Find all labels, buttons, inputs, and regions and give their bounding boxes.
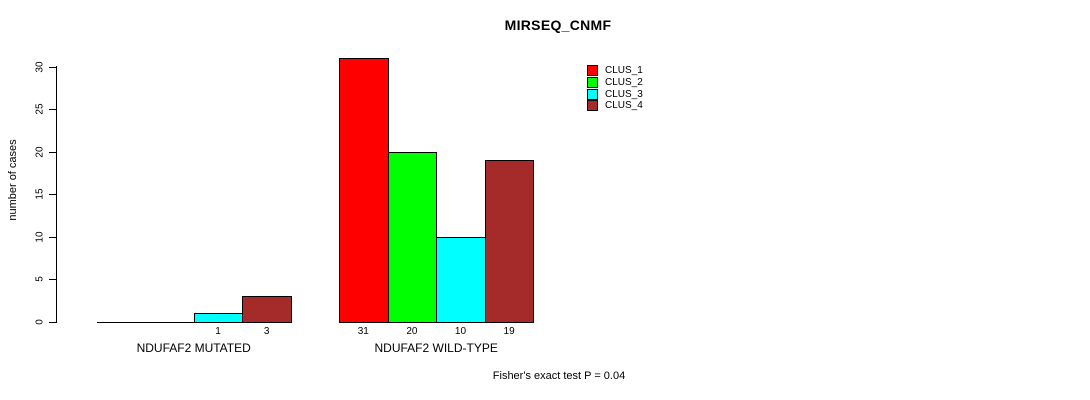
legend-swatch-clus-4 (587, 100, 598, 112)
bar-clus_1-group2 (339, 58, 389, 323)
bar-clus_3-group2 (436, 236, 486, 323)
legend-label-clus-1: CLUS_1 (605, 65, 643, 77)
y-axis-tick (49, 279, 57, 281)
legend-item-clus-4: CLUS_4 (587, 100, 643, 112)
legend-label-clus-2: CLUS_2 (605, 77, 643, 89)
bar-value-label: 31 (357, 326, 369, 337)
bar-clus_4-group2 (484, 160, 535, 323)
y-axis-tick-label: 10 (34, 231, 46, 243)
y-axis-label: number of cases (7, 139, 19, 221)
chart-title: MIRSEQ_CNMF (504, 17, 612, 33)
bar-value-label: 10 (454, 326, 467, 337)
y-axis-tick-label: 20 (34, 146, 46, 158)
legend-swatch-clus-1 (587, 65, 598, 77)
bar-value-label: 1 (215, 326, 221, 337)
legend-item-clus-3: CLUS_3 (587, 88, 643, 100)
legend: CLUS_1 CLUS_2 CLUS_3 CLUS_4 (587, 65, 643, 112)
legend-swatch-clus-3 (587, 88, 598, 100)
bar-value-label: 19 (503, 326, 515, 337)
legend-label-clus-3: CLUS_3 (605, 88, 643, 100)
legend-label-clus-4: CLUS_4 (605, 100, 643, 112)
bar-clus_2-group2 (387, 151, 438, 323)
y-axis-tick (49, 236, 57, 238)
y-axis-tick-label: 5 (34, 276, 46, 283)
bar-clus_4-group1 (242, 296, 292, 323)
legend-item-clus-2: CLUS_2 (587, 77, 643, 89)
bar-clus_3-group1 (193, 313, 244, 323)
y-axis-tick-label: 15 (34, 188, 46, 200)
x-axis-group-label-wild-type: NDUFAF2 WILD-TYPE (374, 341, 498, 355)
legend-swatch-clus-2 (587, 77, 598, 89)
y-axis-tick-label: 25 (34, 103, 46, 115)
footer-note: Fisher's exact test P = 0.04 (492, 370, 626, 382)
y-axis-tick-label: 0 (34, 319, 46, 325)
y-axis-tick (49, 194, 57, 196)
y-axis-tick (49, 109, 57, 111)
x-axis-group-label-mutated: NDUFAF2 MUTATED (136, 341, 251, 355)
y-axis-tick (49, 151, 57, 153)
y-axis-tick (49, 322, 57, 323)
bar-value-label: 20 (406, 326, 418, 337)
legend-item-clus-1: CLUS_1 (587, 65, 643, 77)
y-axis-tick-label: 30 (34, 60, 46, 73)
y-axis-tick (49, 66, 57, 68)
bar-value-label: 3 (263, 326, 270, 337)
